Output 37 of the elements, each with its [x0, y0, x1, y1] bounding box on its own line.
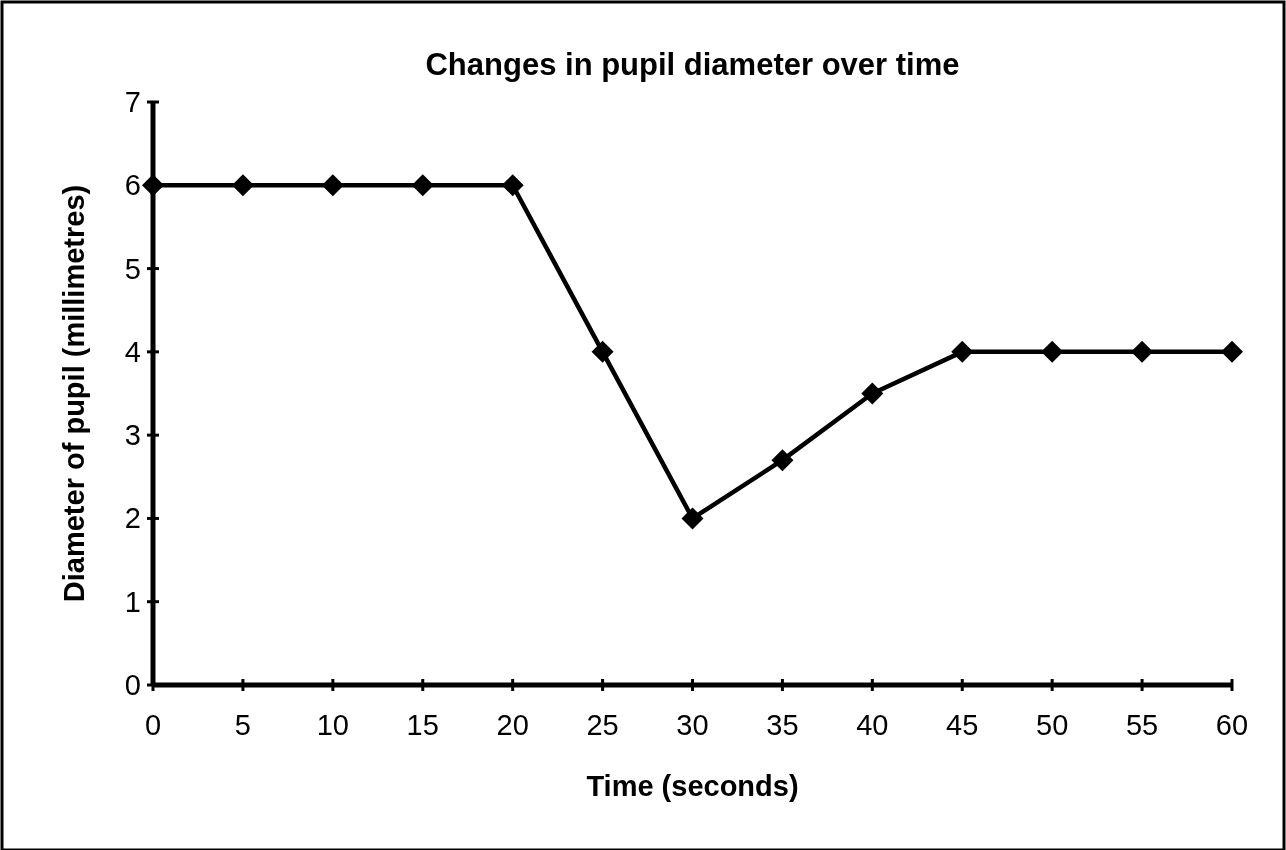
point [1131, 340, 1154, 363]
x-tick-label: 50 [1036, 709, 1069, 741]
x-tick-label: 40 [856, 709, 889, 741]
y-tick-label: 7 [124, 86, 141, 118]
x-axis-title: Time (seconds) [586, 770, 799, 802]
y-tick-label: 3 [124, 419, 141, 452]
x-tick-label: 0 [144, 709, 162, 741]
point [591, 340, 614, 363]
x-tick-label: 55 [1125, 709, 1159, 741]
x-tick-label: 30 [676, 709, 709, 741]
x-tick-label: 25 [586, 709, 619, 741]
y-tick-label: 6 [124, 169, 141, 202]
point [951, 340, 974, 363]
point [1221, 340, 1243, 363]
x-tick-label: 45 [946, 709, 979, 741]
y-tick-label: 2 [124, 502, 141, 535]
point [142, 174, 164, 197]
point [231, 174, 254, 197]
point [771, 449, 794, 472]
y-tick-label: 4 [124, 335, 141, 368]
chart-title: Changes in pupil diameter over time [425, 47, 960, 82]
x-tick-label: 20 [496, 709, 529, 741]
x-tick-label: 15 [406, 709, 439, 741]
y-tick-label: 0 [124, 669, 141, 701]
x-tick-label: 10 [316, 709, 349, 741]
x-tick-label: 35 [766, 709, 799, 741]
x-tick-label: 60 [1215, 709, 1249, 741]
y-axis-title: Diameter of pupil (millimetres) [58, 184, 90, 603]
point [501, 174, 524, 197]
y-tick-label: 1 [124, 585, 141, 618]
point [1041, 340, 1064, 363]
point [411, 174, 434, 197]
y-tick-label: 5 [124, 252, 141, 285]
point [861, 382, 884, 405]
point [321, 174, 344, 197]
x-tick-label: 5 [234, 709, 251, 741]
point [681, 507, 704, 530]
